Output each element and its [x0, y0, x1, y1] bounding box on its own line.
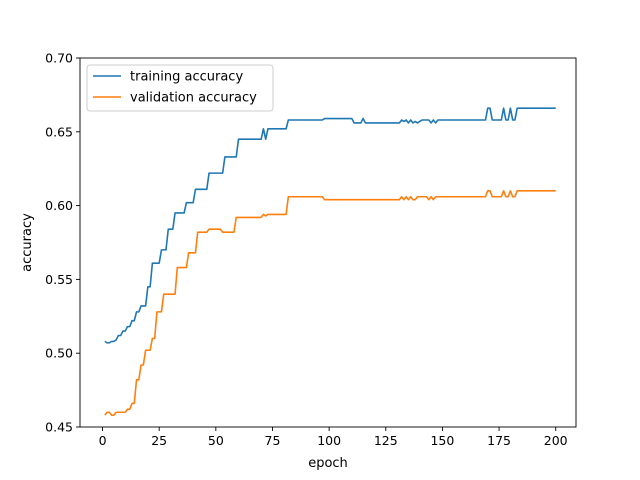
- legend-label-validation: validation accuracy: [130, 91, 257, 106]
- series-layer: [104, 107, 556, 416]
- y-tick-label: 0.50: [45, 346, 73, 361]
- x-tick-label: 175: [487, 433, 511, 448]
- y-tick-label: 0.55: [45, 272, 73, 287]
- y-axis-label: accuracy: [20, 213, 35, 272]
- y-tick-label: 0.70: [45, 51, 73, 66]
- legend-label-training: training accuracy: [130, 70, 243, 85]
- plot-area: [79, 57, 577, 428]
- x-tick-label: 100: [317, 433, 341, 448]
- x-tick-label: 0: [99, 433, 107, 448]
- x-tick-label: 25: [151, 433, 167, 448]
- y-axis-ticks: 0.45 0.50 0.55 0.60 0.65 0.70: [45, 51, 80, 435]
- x-tick-label: 75: [265, 433, 281, 448]
- series-line-validation-accuracy: [104, 190, 556, 416]
- x-tick-label: 125: [374, 433, 398, 448]
- y-tick-label: 0.65: [45, 124, 73, 139]
- axes-background: [80, 58, 576, 427]
- x-axis-label: epoch: [308, 456, 348, 471]
- y-tick-label: 0.60: [45, 198, 73, 213]
- x-tick-label: 200: [544, 433, 568, 448]
- x-axis-ticks: 0 25 50 75 100 125 150 175 200: [99, 427, 568, 448]
- x-tick-label: 50: [208, 433, 224, 448]
- legend: training accuracy validation accuracy: [86, 64, 274, 112]
- y-tick-label: 0.45: [45, 420, 73, 435]
- series-line-training-accuracy: [104, 107, 556, 344]
- x-tick-label: 150: [430, 433, 454, 448]
- legend-box: [86, 64, 274, 112]
- axes-frame: [79, 57, 577, 428]
